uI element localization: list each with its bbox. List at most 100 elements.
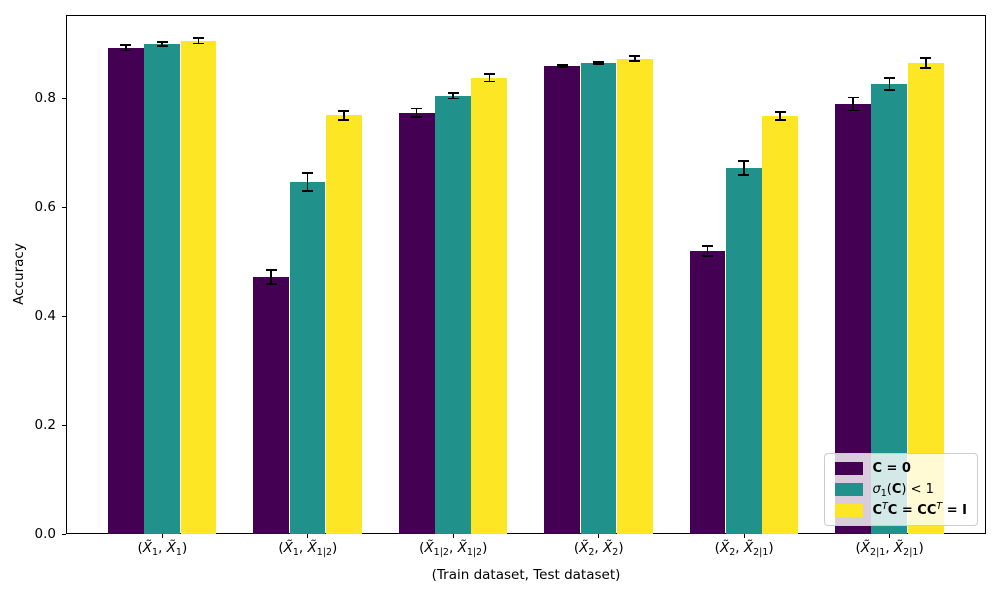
text-segment: 1 <box>152 547 159 558</box>
text-segment: 2|1 <box>753 547 769 558</box>
legend-row: σ1(C) < 1 <box>835 482 967 499</box>
error-bar-cap <box>120 49 132 52</box>
error-bar-cap <box>738 173 750 176</box>
text-segment: C <box>872 503 882 518</box>
error-bar-cap <box>483 73 495 76</box>
text-segment: CC <box>917 503 937 518</box>
legend-label: σ1(C) < 1 <box>872 482 933 499</box>
error-bar-cap <box>411 116 423 118</box>
legend-label: C = 0 <box>872 461 911 476</box>
error-bar <box>852 97 854 111</box>
error-bar <box>343 111 345 120</box>
error-bar-cap <box>411 107 423 110</box>
text-segment: X̃ <box>166 540 176 556</box>
text-segment: ) <box>918 540 924 556</box>
error-bar-cap <box>847 109 859 112</box>
bar-cccci <box>616 58 653 534</box>
error-bar-cap <box>883 77 895 79</box>
bar-c1 <box>435 95 471 534</box>
error-bar-cap <box>920 57 932 60</box>
text-segment: 1|2 <box>433 547 449 558</box>
text-segment: X̃ <box>603 540 613 556</box>
text-segment: X̃ <box>424 540 434 556</box>
error-bar-cap <box>192 42 204 45</box>
text-segment: ( <box>855 540 861 556</box>
x-tick-mark <box>161 534 163 538</box>
error-bar-cap <box>556 63 568 66</box>
y-tick-label: 0.4 <box>34 308 56 324</box>
y-tick-label: 0.6 <box>34 199 56 215</box>
bar-cccci <box>326 115 362 534</box>
text-segment: C <box>887 503 898 518</box>
error-bar-cap <box>192 37 204 40</box>
error-bar-cap <box>447 97 459 100</box>
error-bar-cap <box>883 88 895 91</box>
error-bar-cap <box>774 118 786 121</box>
text-segment: , <box>885 540 894 556</box>
text-segment: ( <box>886 482 892 497</box>
text-segment: 2 <box>612 547 619 558</box>
text-segment: 2 <box>588 547 595 558</box>
error-bar-cap <box>338 118 350 121</box>
error-bar-cap <box>702 245 714 248</box>
x-tick-label: (X̃1, X̃1) <box>137 540 188 558</box>
text-segment: 1 <box>880 488 887 499</box>
text-segment: T <box>881 501 888 512</box>
error-bar <box>743 160 745 175</box>
text-segment: X̃ <box>893 540 904 556</box>
bar-c1 <box>726 167 762 534</box>
error-bar <box>706 246 709 257</box>
text-segment: C = 0 <box>872 461 911 476</box>
x-tick-label: (X̃2, X̃2|1) <box>715 540 774 558</box>
bar-c0 <box>689 251 726 534</box>
bar-c1 <box>289 181 326 534</box>
plot-area <box>66 15 986 534</box>
y-tick-mark <box>62 533 66 535</box>
bar-cccci <box>180 40 217 534</box>
bar-c0 <box>398 112 435 534</box>
error-bar-cap <box>156 41 168 43</box>
text-segment: I <box>962 503 967 518</box>
text-segment: 2|1 <box>903 547 919 558</box>
text-segment: ( <box>137 540 143 556</box>
error-bar <box>597 62 600 65</box>
error-bar-cap <box>556 65 568 68</box>
y-axis-label: Accuracy <box>11 243 27 305</box>
y-tick-label: 0.0 <box>34 526 56 542</box>
text-segment: 1|2 <box>466 547 483 558</box>
error-bar <box>779 112 782 120</box>
error-bar <box>415 108 418 118</box>
error-bar-cap <box>702 255 714 257</box>
text-segment: X̃ <box>307 540 317 556</box>
error-bar-cap <box>774 111 786 114</box>
error-bar <box>924 58 927 68</box>
y-tick-label: 0.2 <box>34 417 56 433</box>
bar-c0 <box>253 276 290 534</box>
text-segment: ) <box>482 540 488 556</box>
error-bar <box>270 269 272 284</box>
text-segment: 1 <box>292 547 299 558</box>
x-tick-label: (X̃2, X̃2) <box>574 540 624 558</box>
text-segment: X̃ <box>457 540 467 556</box>
error-bar-cap <box>302 190 314 192</box>
error-bar <box>161 41 163 47</box>
legend-row: C = 0 <box>835 461 967 476</box>
text-segment: ) <box>181 540 188 556</box>
y-tick-mark <box>62 424 66 426</box>
text-segment: 1 <box>175 547 182 558</box>
error-bar-cap <box>483 80 495 83</box>
text-segment: ( <box>278 540 284 556</box>
error-bar <box>197 38 200 44</box>
text-segment: ( <box>419 540 425 556</box>
legend: C = 0 σ1(C) < 1 CTC = CCT = I <box>824 453 978 526</box>
text-segment: 1|2 <box>316 547 333 558</box>
text-segment: , <box>158 540 167 556</box>
x-tick-label: (X̃1|2, X̃1|2) <box>419 540 488 558</box>
legend-row: CTC = CCT = I <box>835 501 967 518</box>
legend-label: CTC = CCT = I <box>872 501 967 518</box>
error-bar <box>306 172 309 192</box>
text-segment: T <box>936 501 943 512</box>
text-segment: , <box>594 540 604 556</box>
text-segment: X̃ <box>719 540 730 556</box>
